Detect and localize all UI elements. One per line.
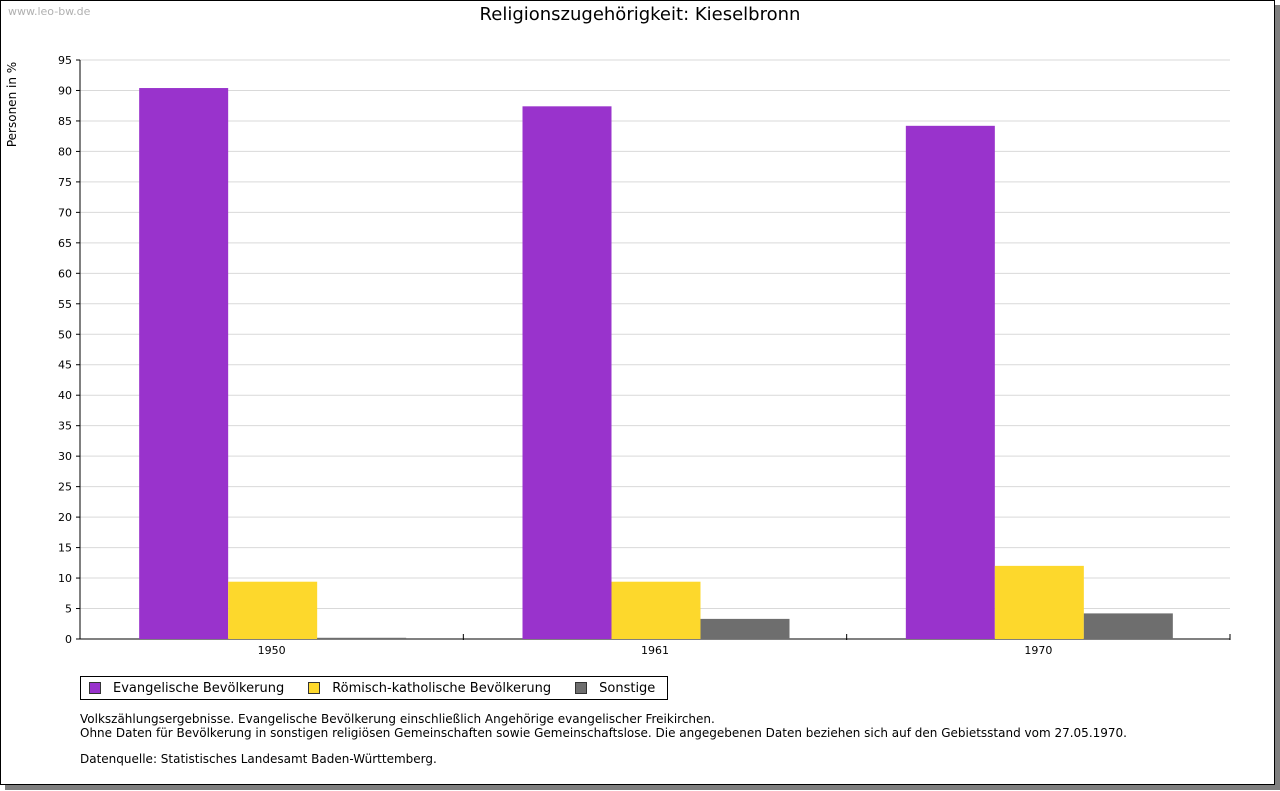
y-tick-label: 15 (58, 542, 72, 555)
y-axis-label: Personen in % (5, 62, 19, 147)
bar-1950-3 (317, 637, 407, 639)
y-tick-label: 25 (58, 481, 72, 494)
chart-legend: Evangelische Bevölkerung Römisch-katholis… (80, 676, 669, 700)
y-tick-label: 70 (58, 206, 72, 219)
legend-item: Evangelische Bevölkerung (89, 681, 284, 696)
y-tick-label: 75 (58, 176, 72, 189)
x-tick-label: 1961 (641, 644, 669, 657)
legend-swatch (89, 682, 101, 694)
legend-item: Römisch-katholische Bevölkerung (308, 681, 551, 696)
y-tick-label: 65 (58, 237, 72, 250)
bar-1970-2 (994, 565, 1084, 639)
bar-1950-1 (139, 88, 229, 640)
legend-swatch (575, 682, 588, 694)
watermark: www.leo-bw.de (8, 5, 91, 18)
y-tick-label: 60 (58, 267, 72, 280)
y-tick-label: 5 (65, 603, 72, 616)
y-tick-label: 30 (58, 450, 72, 463)
y-tick-label: 20 (58, 511, 72, 524)
legend-item: Sonstige (575, 681, 655, 696)
y-tick-label: 85 (58, 115, 72, 128)
legend-label: Evangelische Bevölkerung (113, 680, 285, 696)
bar-1950-2 (228, 581, 318, 639)
legend-label: Römisch-katholische Bevölkerung (332, 680, 552, 696)
chart-notes: Volkszählungsergebnisse. Evangelische Be… (80, 712, 1127, 766)
data-source: Datenquelle: Statistisches Landesamt Bad… (80, 752, 437, 766)
bar-1970-1 (905, 125, 995, 639)
note-line-1: Volkszählungsergebnisse. Evangelische Be… (80, 712, 715, 726)
y-tick-label: 80 (58, 145, 72, 158)
y-tick-label: 35 (58, 420, 72, 433)
bar-1961-1 (522, 106, 612, 639)
bar-1961-2 (611, 581, 701, 639)
y-tick-label: 95 (58, 54, 72, 67)
note-line-2: Ohne Daten für Bevölkerung in sonstigen … (80, 726, 1127, 740)
bar-1970-3 (1083, 613, 1173, 639)
y-tick-label: 90 (58, 84, 72, 97)
legend-swatch (308, 682, 321, 694)
y-tick-label: 40 (58, 389, 72, 402)
bar-1961-3 (700, 618, 790, 639)
chart-title: Religionszugehörigkeit: Kieselbronn (479, 4, 801, 25)
y-tick-label: 55 (58, 298, 72, 311)
x-tick-label: 1970 (1024, 644, 1052, 657)
y-tick-label: 0 (65, 633, 72, 646)
y-tick-label: 50 (58, 328, 72, 341)
x-tick-label: 1950 (258, 644, 286, 657)
y-tick-label: 10 (58, 572, 72, 585)
y-tick-label: 45 (58, 359, 72, 372)
legend-label: Sonstige (599, 680, 656, 696)
